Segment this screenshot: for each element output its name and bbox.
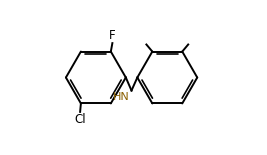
Text: HN: HN <box>112 92 129 102</box>
Text: F: F <box>109 29 116 42</box>
Text: Cl: Cl <box>74 113 86 126</box>
